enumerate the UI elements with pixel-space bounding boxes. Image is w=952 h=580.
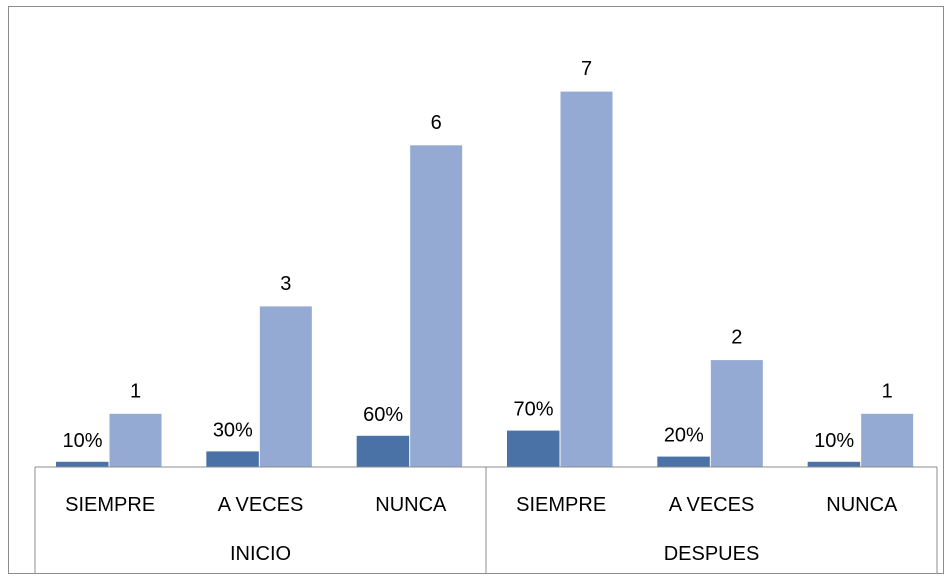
bar-pct-2 — [356, 435, 410, 467]
bar-count-2 — [409, 144, 464, 468]
data-label-pct-1: 30% — [213, 419, 253, 441]
group-label-1: DESPUES — [664, 543, 760, 565]
bar-pct-5 — [807, 461, 861, 467]
data-label-pct-0: 10% — [62, 430, 102, 452]
bar-count-3 — [559, 90, 614, 468]
bar-count-1 — [258, 305, 313, 468]
tick-label-0: SIEMPRE — [65, 494, 155, 516]
data-label-pct-5: 10% — [814, 430, 854, 452]
tick-label-2: NUNCA — [375, 494, 447, 516]
data-label-pct-3: 70% — [513, 399, 553, 421]
chart-border — [8, 6, 944, 574]
data-label-count-0: 1 — [130, 380, 141, 402]
group-label-0: INICIO — [230, 543, 291, 565]
data-label-count-1: 3 — [280, 273, 291, 295]
tick-label-4: A VECES — [669, 494, 755, 516]
tick-label-5: NUNCA — [826, 494, 898, 516]
data-label-count-3: 7 — [581, 58, 592, 80]
data-label-count-2: 6 — [431, 112, 442, 134]
bar-pct-3 — [507, 430, 560, 467]
bar-pct-0 — [56, 461, 109, 467]
bar-count-5 — [860, 412, 915, 468]
data-label-pct-4: 20% — [664, 425, 704, 447]
data-label-pct-2: 60% — [363, 404, 403, 426]
bar-count-4 — [709, 359, 764, 468]
bar-pct-4 — [657, 456, 711, 467]
bar-pct-1 — [206, 451, 260, 467]
bar-count-0 — [108, 412, 163, 468]
data-label-count-4: 2 — [731, 327, 742, 349]
tick-label-1: A VECES — [218, 494, 304, 516]
tick-label-3: SIEMPRE — [516, 494, 606, 516]
data-label-count-5: 1 — [882, 380, 893, 402]
